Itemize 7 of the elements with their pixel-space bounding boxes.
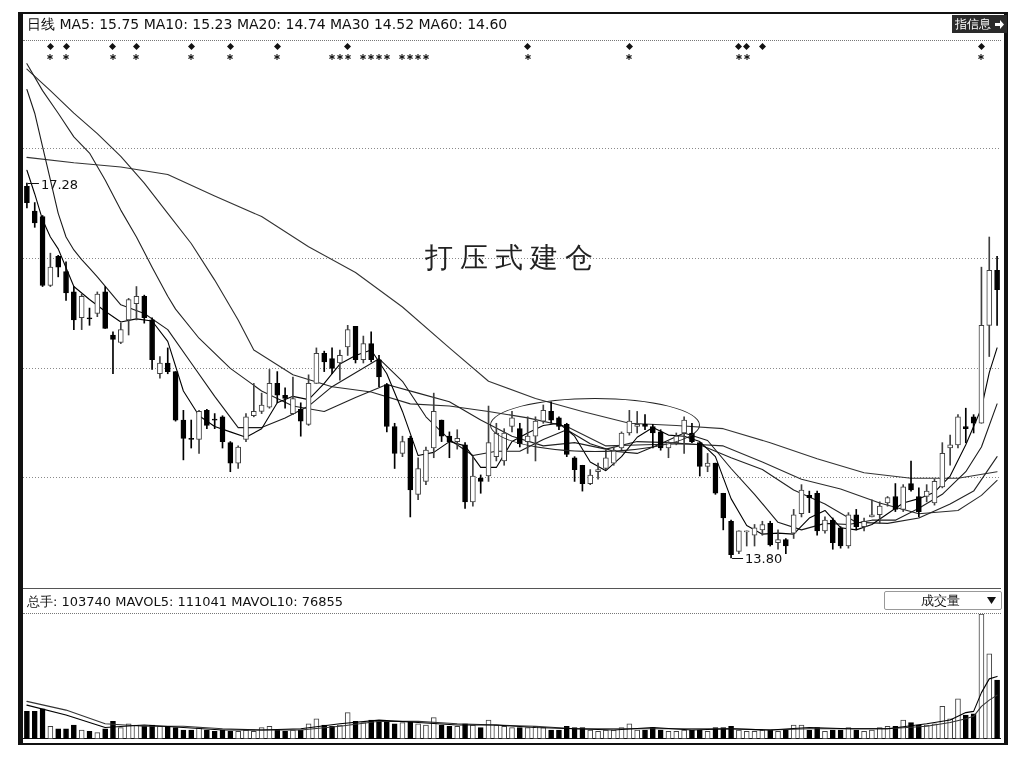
info-button: 指信息 — [952, 15, 1007, 33]
chart-title: 总手: 103740 MAVOL5: 111041 MAVOL10: 76855 — [27, 593, 344, 611]
annotation: 17.28 — [40, 176, 79, 192]
dropdown-select: 成交量 — [884, 591, 1002, 610]
annotation: 13.80 — [745, 551, 783, 567]
chart-title: 日线 MA5: 15.75 MA10: 15.23 MA20: 14.74 MA30 14.52 MA60: 14.60 — [27, 15, 508, 33]
annotation: 打压式建仓 — [425, 241, 600, 275]
